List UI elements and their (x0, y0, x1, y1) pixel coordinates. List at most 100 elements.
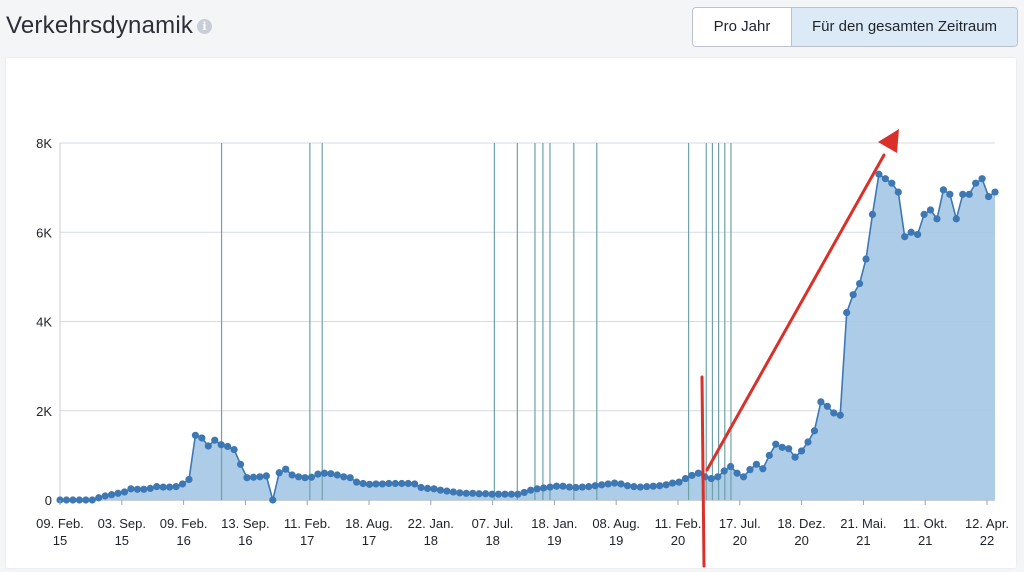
data-point (501, 490, 509, 498)
data-point (610, 479, 619, 487)
data-point (95, 494, 103, 502)
x-tick-label: 03. Sep. (98, 516, 146, 531)
x-tick-label-year: 20 (733, 533, 747, 548)
x-tick-label-year: 18 (424, 533, 438, 548)
data-point (475, 490, 483, 498)
data-point (288, 471, 296, 479)
data-point (649, 482, 657, 490)
data-point (527, 486, 535, 494)
data-point (598, 481, 606, 489)
data-point (275, 469, 283, 477)
data-point (901, 233, 909, 241)
x-tick-label-year: 17 (362, 533, 376, 548)
data-point (681, 474, 690, 483)
x-tick-label: 21. Mai. (840, 516, 886, 531)
data-point (449, 488, 457, 496)
y-tick-label: 2K (36, 404, 52, 419)
data-point (140, 485, 148, 493)
data-point (411, 480, 419, 488)
data-point (926, 206, 935, 214)
data-point (469, 489, 477, 497)
data-point (378, 480, 387, 488)
data-point (404, 479, 412, 488)
data-point (817, 398, 825, 406)
data-point (430, 485, 438, 493)
data-point (359, 479, 367, 488)
per-year-button[interactable]: Pro Jahr (693, 8, 792, 46)
data-point (481, 490, 490, 498)
data-point (881, 175, 889, 183)
data-point (804, 438, 812, 446)
data-point (82, 496, 90, 504)
axis-layer: 0 2K 4K 6K 8K 09. Feb. 15 03. Sep. 15 09. Feb. 16 1… (36, 136, 1009, 548)
x-tick-label: 18. Aug. (345, 516, 393, 531)
period-toggle: Pro Jahr Für den gesamten Zeitraum (692, 7, 1018, 47)
y-tick-label: 8K (36, 136, 52, 151)
x-tick-label: 17. Jul. (719, 516, 761, 531)
y-tick-label: 4K (36, 315, 52, 330)
data-point (172, 483, 180, 491)
data-point (733, 469, 741, 477)
data-point (269, 496, 277, 504)
data-point (533, 485, 541, 493)
x-tick-label-year: 15 (115, 533, 129, 548)
data-point (75, 496, 83, 504)
data-point (133, 485, 141, 493)
data-point (855, 279, 864, 288)
data-point (720, 467, 728, 475)
data-point (823, 402, 831, 410)
data-point (984, 192, 993, 201)
data-point (914, 230, 922, 239)
x-tick-label: 22. Jan. (408, 516, 454, 531)
data-point (333, 471, 341, 479)
x-tick-label: 11. Feb. (284, 516, 331, 531)
data-point (294, 473, 303, 481)
data-point (888, 179, 896, 187)
data-point (146, 484, 154, 492)
data-point (153, 483, 161, 491)
x-tick-label-year: 16 (176, 533, 190, 548)
y-tick-label: 0 (45, 493, 52, 508)
data-point (643, 483, 651, 491)
x-tick-label: 12. Apr. (965, 516, 1009, 531)
data-point (797, 447, 806, 455)
x-tick-label-year: 19 (547, 533, 561, 548)
data-point (114, 489, 122, 497)
x-tick-label: 11. Feb. (655, 516, 702, 531)
data-point (398, 479, 406, 488)
data-point (417, 483, 425, 492)
data-point (959, 190, 967, 198)
data-point (843, 308, 851, 317)
data-point (456, 489, 464, 497)
data-point (514, 490, 522, 498)
data-point (159, 483, 167, 491)
data-point (830, 409, 838, 417)
x-tick-label-year: 16 (238, 533, 252, 548)
data-point (836, 411, 844, 419)
x-tick-label-year: 21 (856, 533, 870, 548)
data-point (585, 483, 593, 491)
x-tick-label: 18. Jan. (531, 516, 577, 531)
data-point (488, 490, 496, 498)
annotation-layer (700, 129, 899, 568)
x-tick-label-year: 17 (300, 533, 314, 548)
data-point (772, 440, 780, 448)
data-point (436, 486, 445, 494)
data-point (668, 479, 677, 487)
data-point (249, 473, 258, 481)
data-point (62, 496, 71, 504)
data-point (494, 490, 503, 498)
data-point (617, 480, 625, 488)
data-point (69, 496, 77, 504)
data-point (365, 480, 374, 488)
series-layer (56, 170, 999, 504)
data-point (243, 474, 251, 482)
data-point (746, 466, 754, 474)
info-icon[interactable]: i (197, 19, 212, 34)
all-time-button[interactable]: Für den gesamten Zeitraum (792, 8, 1017, 46)
data-point (565, 483, 574, 491)
data-point (933, 215, 941, 223)
data-point (340, 473, 348, 481)
data-point (752, 460, 761, 468)
